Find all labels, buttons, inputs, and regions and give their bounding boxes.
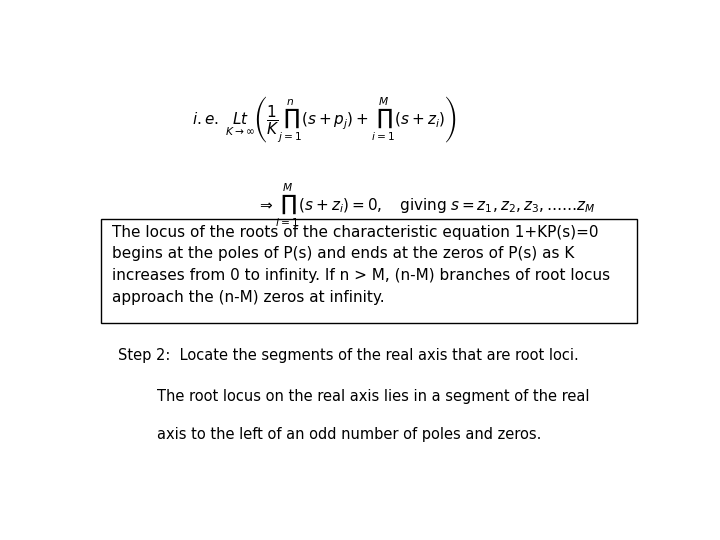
Text: Step 2:  Locate the segments of the real axis that are root loci.: Step 2: Locate the segments of the real … [118, 348, 579, 362]
FancyBboxPatch shape [101, 219, 637, 322]
Text: $\Rightarrow \prod_{i=1}^{M}(s+z_i)=0,\quad\mathrm{giving}\;s=z_1,z_2,z_3,\ldots: $\Rightarrow \prod_{i=1}^{M}(s+z_i)=0,\q… [258, 181, 596, 229]
Text: The root locus on the real axis lies in a segment of the real: The root locus on the real axis lies in … [157, 389, 590, 404]
Text: $\mathit{i.e.}\;\underset{K\to\infty}{\mathit{Lt}}\left(\dfrac{1}{K}\prod_{j=1}^: $\mathit{i.e.}\;\underset{K\to\infty}{\m… [192, 94, 456, 145]
Text: axis to the left of an odd number of poles and zeros.: axis to the left of an odd number of pol… [157, 427, 541, 442]
Text: The locus of the roots of the characteristic equation 1+KP(s)=0
begins at the po: The locus of the roots of the characteri… [112, 225, 611, 305]
